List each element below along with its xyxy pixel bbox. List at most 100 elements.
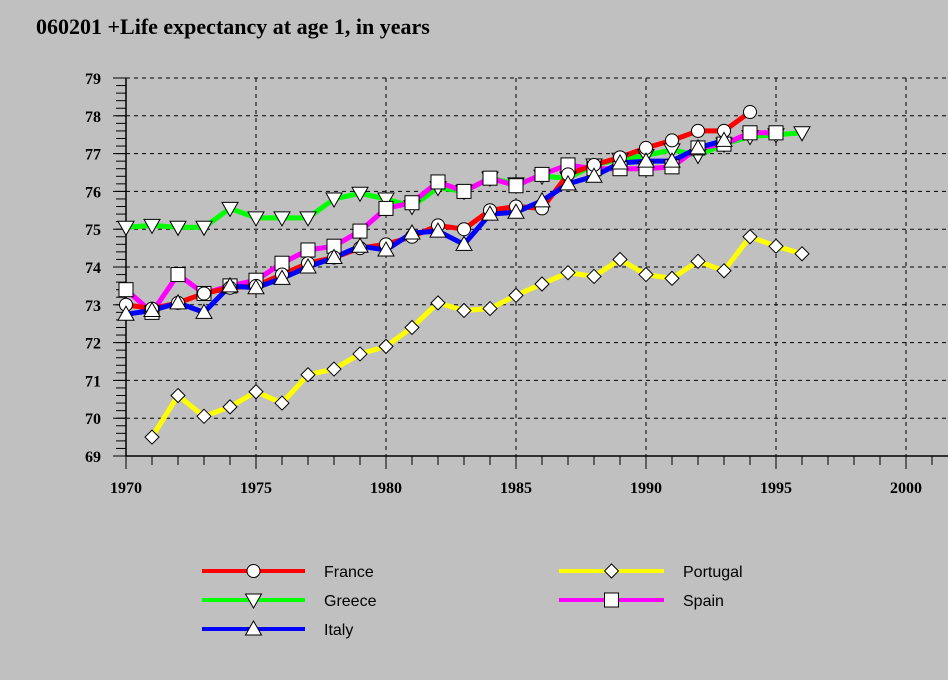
legend-item-italy: Italy (202, 619, 353, 639)
data-point-greece (169, 220, 187, 237)
data-point-spain (170, 267, 186, 283)
y-tick-label: 75 (85, 222, 101, 239)
data-point-italy (507, 203, 525, 219)
legend-marker-square-icon (604, 592, 619, 608)
legend-item-greece: Greece (202, 593, 377, 610)
data-point-portugal (352, 346, 368, 362)
data-point-italy (117, 305, 135, 321)
data-point-italy (533, 191, 551, 208)
legend-item-spain: Spain (559, 592, 724, 610)
data-point-italy (689, 138, 707, 155)
data-point-greece (351, 186, 369, 203)
data-point-spain (768, 125, 784, 141)
y-tick-label: 77 (85, 147, 101, 164)
legend-item-france: France (202, 564, 374, 581)
legend-marker-diamond-icon (603, 563, 620, 579)
data-point-greece (299, 211, 317, 227)
data-point-spain (482, 170, 498, 186)
data-point-portugal (664, 270, 680, 287)
data-point-france (457, 222, 471, 237)
data-point-italy (611, 154, 629, 170)
y-tick-label: 71 (85, 373, 101, 390)
data-point-spain (534, 166, 550, 182)
data-point-portugal (248, 384, 264, 400)
data-point-portugal (456, 302, 472, 319)
data-point-greece (325, 192, 343, 208)
series-markers (117, 105, 811, 445)
data-point-spain (118, 282, 134, 298)
data-point-portugal (404, 319, 420, 336)
data-point-italy (585, 167, 603, 183)
data-point-greece (247, 211, 265, 227)
data-point-italy (351, 237, 369, 253)
series-lines (124, 109, 803, 439)
data-point-italy (195, 303, 213, 319)
x-tick-label: 1970 (110, 480, 142, 497)
y-tick-label: 79 (85, 71, 101, 88)
data-point-italy (403, 223, 421, 240)
data-point-portugal (586, 268, 602, 285)
x-tick-label: 1990 (630, 480, 662, 497)
data-point-france (691, 123, 705, 138)
y-tick-label: 78 (85, 109, 101, 126)
data-point-france (743, 105, 757, 120)
y-tick-label: 69 (85, 449, 101, 466)
legend: France Greece Italy Portugal Spain (202, 563, 743, 639)
y-tick-label: 70 (85, 411, 101, 428)
data-point-portugal (560, 264, 576, 281)
data-point-greece (221, 201, 239, 218)
legend-marker-triangle-down-icon (244, 593, 263, 610)
data-point-portugal (690, 253, 706, 270)
data-point-portugal (144, 429, 160, 445)
legend-label: France (324, 564, 374, 581)
y-tick-label: 74 (85, 260, 101, 277)
data-point-portugal (612, 251, 628, 268)
data-point-spain (300, 242, 316, 258)
data-point-portugal (378, 338, 394, 355)
data-point-spain (508, 178, 524, 194)
data-point-italy (663, 152, 681, 168)
data-point-italy (455, 235, 473, 251)
data-point-greece (117, 220, 135, 237)
legend-label: Greece (324, 593, 377, 610)
gridlines (126, 77, 948, 456)
data-point-portugal (430, 295, 446, 311)
data-point-spain (742, 125, 758, 141)
data-point-spain (352, 223, 368, 239)
data-point-italy (559, 174, 577, 191)
data-point-france (197, 286, 211, 301)
data-point-portugal (274, 395, 290, 411)
data-point-portugal (300, 367, 316, 383)
data-point-italy (325, 248, 343, 265)
y-tick-label: 73 (85, 298, 101, 315)
x-tick-label: 1975 (240, 480, 272, 497)
chart-title: 060201 +Life expectancy at age 1, in yea… (36, 14, 430, 39)
axes: 69 70 71 72 73 74 75 76 77 78 79 1970 1975 1980 1985 19… (85, 71, 948, 497)
data-point-italy (429, 222, 447, 238)
data-point-spain (430, 174, 446, 190)
data-point-italy (247, 278, 265, 295)
data-point-spain (456, 183, 472, 199)
series-line-france (125, 109, 752, 312)
data-point-portugal (638, 266, 654, 283)
data-point-france (665, 133, 679, 148)
data-point-italy (377, 240, 395, 257)
data-point-italy (637, 152, 655, 168)
legend-label: Italy (324, 622, 353, 639)
data-point-italy (169, 293, 187, 310)
x-tick-label: 1985 (500, 480, 532, 497)
data-point-greece (793, 126, 811, 142)
data-point-greece (273, 211, 291, 227)
legend-marker-triangle-up-icon (244, 619, 263, 636)
legend-marker-circle-icon (246, 564, 261, 578)
data-point-italy (715, 131, 733, 147)
x-tick-label: 1980 (370, 480, 402, 497)
data-point-greece (143, 218, 161, 235)
data-point-portugal (482, 300, 498, 317)
data-point-italy (481, 205, 499, 221)
data-point-italy (273, 269, 291, 285)
x-tick-label: 2000 (890, 480, 922, 497)
data-point-portugal (716, 263, 732, 279)
data-point-greece (195, 220, 213, 237)
